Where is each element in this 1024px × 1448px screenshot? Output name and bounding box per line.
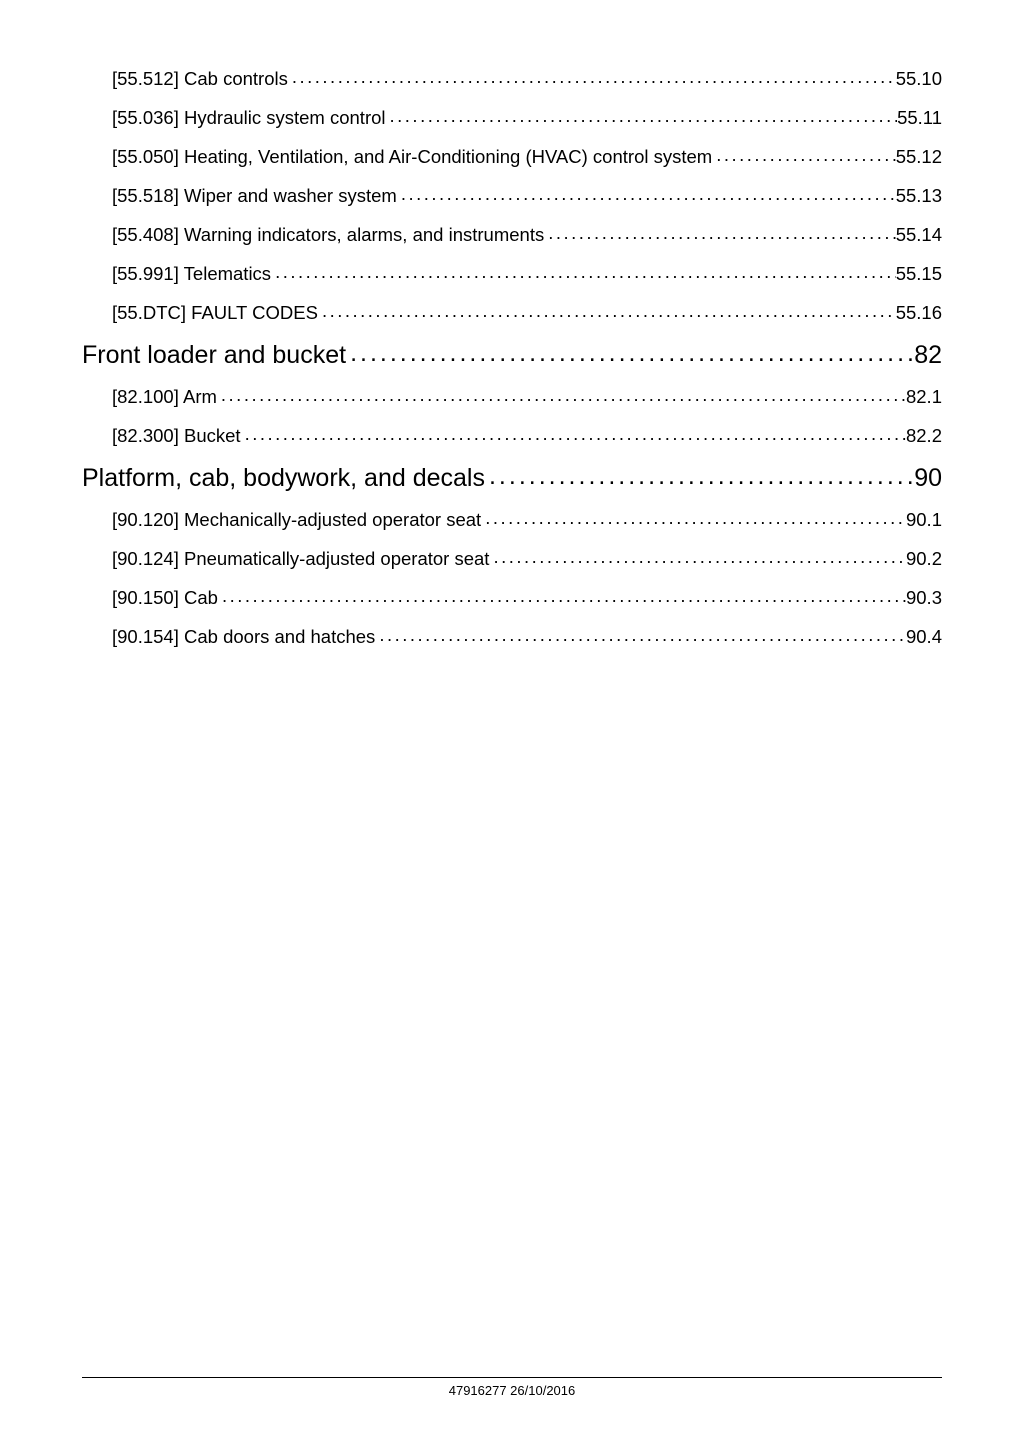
toc-entry-label: [82.300] Bucket [112, 425, 241, 447]
toc-entry-page: 55.14 [896, 224, 942, 246]
toc-entry-page: 82 [914, 341, 942, 370]
toc-entry: [55.512] Cab controls...................… [82, 68, 942, 90]
toc-entry-page: 90.2 [906, 548, 942, 570]
toc-entry: [55.050] Heating, Ventilation, and Air-C… [82, 146, 942, 168]
toc-entry-page: 55.12 [896, 146, 942, 168]
toc-dot-leader: ........................................… [271, 261, 896, 283]
toc-entry-label: [55.036] Hydraulic system control [112, 107, 386, 129]
toc-entry: Front loader and bucket.................… [82, 341, 942, 370]
toc-entry-page: 82.1 [906, 386, 942, 408]
toc-entry-page: 82.2 [906, 425, 942, 447]
toc-entry: [82.300] Bucket.........................… [82, 425, 942, 447]
footer-text: 47916277 26/10/2016 [82, 1383, 942, 1398]
page: [55.512] Cab controls...................… [0, 0, 1024, 1448]
toc-entry-label: [55.991] Telematics [112, 263, 271, 285]
toc-entry: [90.154] Cab doors and hatches..........… [82, 626, 942, 648]
toc-dot-leader: ........................................… [318, 300, 896, 322]
toc-entry: [55.991] Telematics.....................… [82, 263, 942, 285]
toc-entry: [90.150] Cab............................… [82, 587, 942, 609]
toc-entry: [55.DTC] FAULT CODES....................… [82, 302, 942, 324]
toc-entry-label: [55.518] Wiper and washer system [112, 185, 397, 207]
toc-dot-leader: ........................................… [218, 585, 906, 607]
toc-dot-leader: ........................................… [544, 222, 895, 244]
toc-dot-leader: ........................................… [485, 462, 914, 491]
toc-entry-label: [90.154] Cab doors and hatches [112, 626, 375, 648]
toc-entry: Platform, cab, bodywork, and decals.....… [82, 464, 942, 493]
toc-entry-label: [90.120] Mechanically-adjusted operator … [112, 509, 481, 531]
toc-entry-page: 55.15 [896, 263, 942, 285]
toc-entry: [82.100] Arm............................… [82, 386, 942, 408]
toc-entry: [55.518] Wiper and washer system........… [82, 185, 942, 207]
toc-entry-page: 55.10 [896, 68, 942, 90]
toc-entry-page: 90.3 [906, 587, 942, 609]
toc-dot-leader: ........................................… [397, 183, 896, 205]
toc-entry-page: 90 [914, 464, 942, 493]
toc-entry: [90.120] Mechanically-adjusted operator … [82, 509, 942, 531]
toc-dot-leader: ........................................… [288, 66, 896, 88]
toc-dot-leader: ........................................… [712, 144, 896, 166]
toc-entry: [90.124] Pneumatically-adjusted operator… [82, 548, 942, 570]
toc-entry-label: [90.150] Cab [112, 587, 218, 609]
toc-entry-label: [55.050] Heating, Ventilation, and Air-C… [112, 146, 712, 168]
toc-dot-leader: ........................................… [346, 339, 914, 368]
toc-dot-leader: ........................................… [217, 384, 906, 406]
toc-dot-leader: ........................................… [241, 423, 906, 445]
toc-entry-label: Platform, cab, bodywork, and decals [82, 464, 485, 493]
toc-entry-label: [55.DTC] FAULT CODES [112, 302, 318, 324]
table-of-contents: [55.512] Cab controls...................… [82, 68, 942, 648]
toc-entry: [55.408] Warning indicators, alarms, and… [82, 224, 942, 246]
toc-entry-page: 55.13 [896, 185, 942, 207]
toc-entry-label: [82.100] Arm [112, 386, 217, 408]
toc-dot-leader: ........................................… [481, 507, 906, 529]
toc-entry: [55.036] Hydraulic system control.......… [82, 107, 942, 129]
toc-entry-page: 55.11 [897, 107, 942, 129]
toc-entry-label: [55.512] Cab controls [112, 68, 288, 90]
toc-entry-page: 90.1 [906, 509, 942, 531]
toc-entry-label: [55.408] Warning indicators, alarms, and… [112, 224, 544, 246]
page-footer: 47916277 26/10/2016 [82, 1377, 942, 1398]
toc-entry-label: [90.124] Pneumatically-adjusted operator… [112, 548, 489, 570]
toc-dot-leader: ........................................… [489, 546, 906, 568]
toc-entry-page: 55.16 [896, 302, 942, 324]
footer-rule [82, 1377, 942, 1378]
toc-dot-leader: ........................................… [386, 105, 898, 127]
toc-entry-page: 90.4 [906, 626, 942, 648]
toc-entry-label: Front loader and bucket [82, 341, 346, 370]
toc-dot-leader: ........................................… [375, 624, 906, 646]
